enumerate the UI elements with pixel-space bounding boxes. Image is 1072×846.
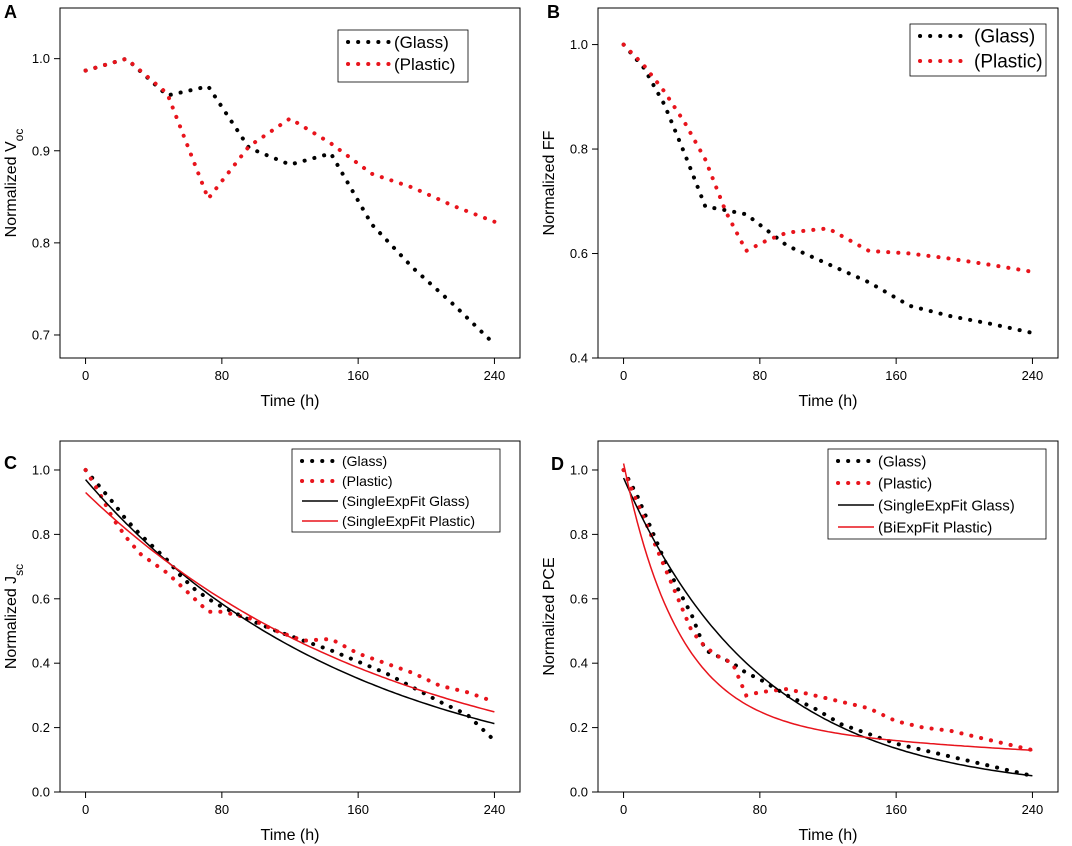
y-tick-label: 0.6: [570, 246, 588, 261]
y-tick-label: 1.0: [32, 462, 50, 477]
y-tick-label: 0.0: [32, 785, 50, 800]
legend-box: [337, 29, 469, 83]
panel-c: 0 80 160 240 0.0 0.2 0.4 0.6 0.8 1.0 Time (h) Norma…: [3, 440, 521, 844]
legend-entry-label: (SingleExpFit Glass): [878, 497, 1015, 514]
x-tick-label: 160: [347, 802, 369, 817]
x-tick-label: 80: [215, 802, 229, 817]
series-line-plastic: [621, 468, 1035, 753]
y-tick-label: 0.0: [570, 785, 588, 800]
y-tick-label: 0.4: [570, 351, 588, 366]
plot-frame: [59, 7, 521, 359]
series-line-plastic: [621, 42, 1035, 274]
panel-label: D: [551, 454, 564, 474]
y-tick-label: 1.0: [32, 51, 50, 66]
x-tick-label: 240: [484, 802, 506, 817]
x-tick-label: 0: [620, 368, 627, 383]
legend-entry-label: (SingleExpFit Plastic): [342, 513, 475, 529]
panel-label: A: [4, 2, 17, 22]
x-axis-label: Time (h): [799, 393, 858, 410]
legend-entry-label: (Glass): [878, 453, 926, 470]
legend-box: [291, 448, 501, 533]
x-tick-label: 160: [885, 368, 907, 383]
y-tick-label: 0.4: [32, 656, 50, 671]
x-tick-label: 160: [885, 802, 907, 817]
series-line-biexpfit-plastic: [622, 463, 1033, 752]
plot-frame: [597, 7, 1059, 359]
legend-entry-label: (Plastic): [974, 52, 1043, 73]
x-tick-label: 0: [82, 368, 89, 383]
x-tick-label: 80: [753, 802, 767, 817]
x-tick-label: 0: [620, 802, 627, 817]
panel-b: 0 80 160 240 0.4 0.6 0.8 1.0 Time (h) Normalized …: [541, 2, 1059, 410]
y-tick-label: 0.2: [570, 720, 588, 735]
series-line-plastic: [83, 56, 497, 224]
y-tick-label: 0.8: [570, 142, 588, 157]
series-line-glass: [621, 42, 1035, 335]
y-tick-label: 1.0: [570, 37, 588, 52]
x-axis-label: Time (h): [261, 827, 320, 844]
legend-entry-label: (Plastic): [394, 55, 455, 74]
legend-box: [827, 448, 1047, 540]
x-tick-label: 240: [1022, 368, 1044, 383]
legend-box: [909, 23, 1047, 77]
x-tick-label: 80: [215, 368, 229, 383]
plot-frame: [59, 440, 521, 793]
y-tick-label: 1.0: [570, 462, 588, 477]
legend-entry-label: (Glass): [394, 33, 449, 52]
panel-a: 0 80 160 240 0.7 0.8 0.9 1.0 Time (h) Normalized …: [3, 2, 521, 410]
legend: (Glass) (Plastic): [909, 23, 1047, 77]
x-tick-label: 0: [82, 802, 89, 817]
y-tick-label: 0.4: [570, 656, 588, 671]
legend-entry-label: (BiExpFit Plastic): [878, 519, 992, 536]
panel-label: C: [4, 453, 17, 473]
series-line-glass: [621, 468, 1035, 778]
series-line-plastic: [83, 468, 497, 704]
series-line-glass: [83, 468, 497, 743]
y-tick-label: 0.2: [32, 720, 50, 735]
y-tick-label: 0.8: [32, 527, 50, 542]
y-tick-label: 0.9: [32, 143, 50, 158]
x-tick-label: 240: [1022, 802, 1044, 817]
x-axis-label: Time (h): [261, 393, 320, 410]
y-axis-label: Normalized PCE: [541, 557, 558, 675]
legend-entry-label: (Glass): [974, 27, 1035, 48]
y-tick-label: 0.8: [570, 527, 588, 542]
plot-frame: [597, 440, 1059, 793]
x-tick-label: 80: [753, 368, 767, 383]
panel-label: B: [547, 2, 560, 22]
y-tick-label: 0.7: [32, 327, 50, 342]
series-line-singleexpfit-plastic: [85, 491, 495, 713]
series-line-glass: [83, 56, 497, 347]
legend: (Glass) (Plastic) (SingleExpFit Glass) (BiE…: [827, 448, 1047, 540]
x-tick-label: 240: [484, 368, 506, 383]
y-tick-label: 0.6: [32, 591, 50, 606]
y-axis-label: Normalized Jsc: [3, 564, 26, 669]
legend: (Glass) (Plastic): [337, 29, 469, 83]
series-line-singleexpfit-glass: [85, 479, 495, 725]
y-axis-label: Normalized FF: [541, 130, 558, 235]
legend-entry-label: (SingleExpFit Glass): [342, 493, 470, 509]
y-tick-label: 0.6: [570, 591, 588, 606]
legend: (Glass) (Plastic) (SingleExpFit Glass) (Sin…: [291, 448, 501, 533]
legend-entry-label: (Plastic): [878, 475, 932, 492]
legend-entry-label: (Plastic): [342, 473, 393, 489]
panel-d: 0 80 160 240 0.0 0.2 0.4 0.6 0.8 1.0 Time (h) Norma…: [541, 440, 1059, 844]
series-line-singleexpfit-glass: [622, 477, 1033, 777]
legend-entry-label: (Glass): [342, 453, 387, 469]
y-axis-label: Normalized Voc: [3, 129, 26, 238]
y-tick-label: 0.8: [32, 235, 50, 250]
x-tick-label: 160: [347, 368, 369, 383]
x-axis-label: Time (h): [799, 827, 858, 844]
